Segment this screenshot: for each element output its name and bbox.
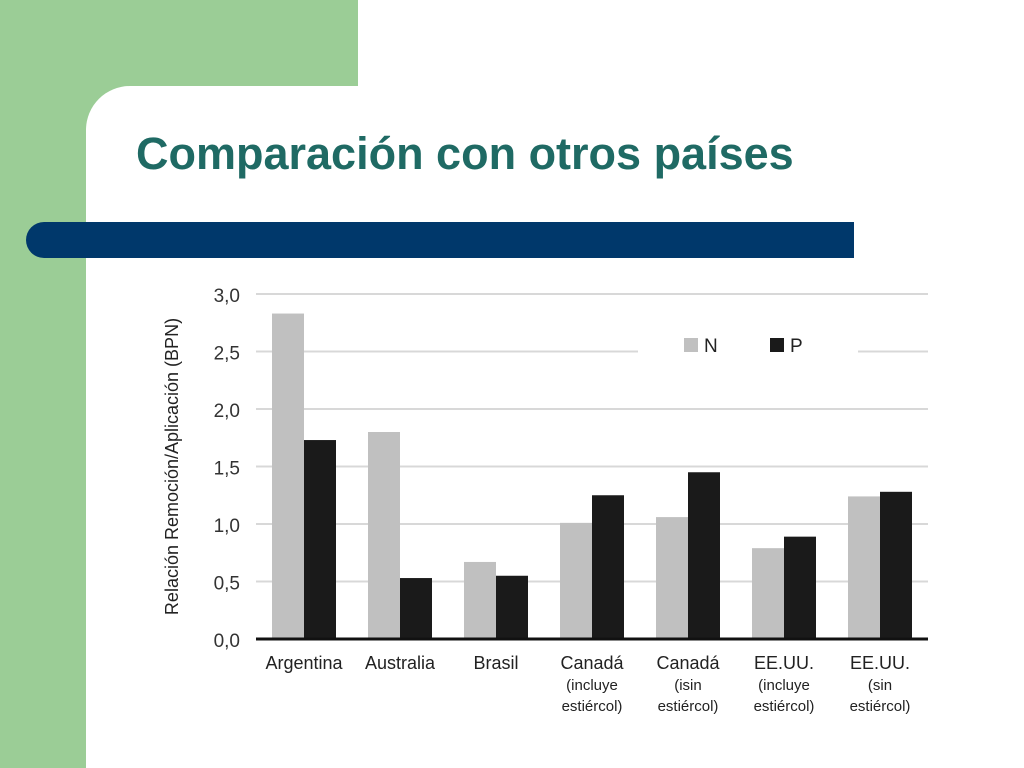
bar-p <box>304 440 336 639</box>
x-category-label: Canadá <box>560 653 624 673</box>
x-category-label: (sin <box>868 677 892 694</box>
x-category-label: (incluye <box>566 677 618 694</box>
legend-label-p: P <box>790 336 803 357</box>
content-panel <box>86 86 1024 768</box>
y-tick-label: 0,5 <box>214 574 240 595</box>
bar-n <box>752 548 784 639</box>
bar-p <box>784 536 816 639</box>
y-tick-label: 1,0 <box>214 516 240 537</box>
bar-chart: 0,0 0,5 1,0 1,5 2,0 2,5 3,0 Relación Remoción/A… <box>162 286 928 715</box>
x-category-label: (isin <box>674 677 702 694</box>
legend-swatch-n <box>684 338 698 352</box>
legend-label-n: N <box>704 336 718 357</box>
bar-n <box>272 313 304 639</box>
white-top-area <box>358 0 1024 90</box>
bar-p <box>400 578 432 639</box>
x-category-label: EE.UU. <box>850 653 910 673</box>
y-tick-label: 1,5 <box>214 459 240 480</box>
bar-n <box>848 496 880 639</box>
bar-n <box>464 561 496 639</box>
bar-n <box>368 432 400 639</box>
bar-n <box>560 522 592 639</box>
y-axis-label: Relación Remoción/Aplicación (BPN) <box>162 318 182 615</box>
y-tick-label: 0,0 <box>214 631 240 652</box>
axes: 0,0 0,5 1,0 1,5 2,0 2,5 3,0 Relación Remoción/A… <box>162 286 928 715</box>
x-category-label: estiércol) <box>562 698 623 715</box>
slide-title: Comparación con otros países <box>136 128 794 179</box>
x-category-label: Argentina <box>265 653 343 673</box>
y-tick-label: 2,0 <box>214 401 240 422</box>
bar-n <box>656 517 688 639</box>
legend-background <box>638 326 858 360</box>
y-tick-label: 3,0 <box>214 286 240 307</box>
x-category-label: EE.UU. <box>754 653 814 673</box>
legend-swatch-p <box>770 338 784 352</box>
x-category-label: estiércol) <box>658 698 719 715</box>
x-category-label: Australia <box>365 653 436 673</box>
bar-p <box>592 495 624 639</box>
x-category-label: estiércol) <box>754 698 815 715</box>
x-category-label: Canadá <box>656 653 720 673</box>
bar-p <box>688 472 720 639</box>
bar-p <box>880 491 912 639</box>
x-category-label: Brasil <box>473 653 518 673</box>
bars <box>272 313 912 639</box>
bar-p <box>496 575 528 639</box>
title-underline-bar <box>26 222 854 258</box>
x-category-label: estiércol) <box>850 698 911 715</box>
y-tick-label: 2,5 <box>214 344 240 365</box>
x-category-label: (incluye <box>758 677 810 694</box>
